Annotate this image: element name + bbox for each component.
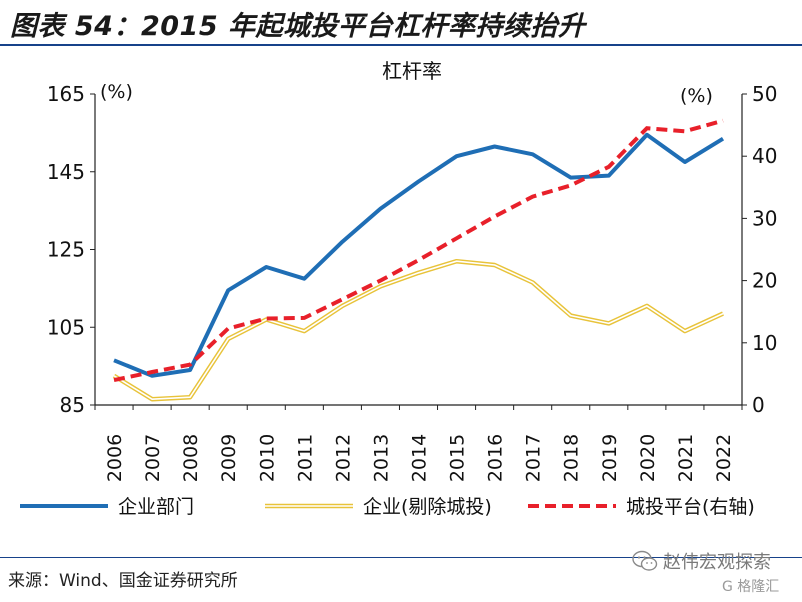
x-tick-label: 2010 [256,434,278,482]
x-tick-label: 2013 [370,434,392,482]
right-tick-label: 10 [752,331,777,355]
series-line-2 [113,118,724,383]
title-divider [0,44,802,46]
x-tick-label: 2018 [561,434,583,482]
chart-axes: 85 105 125 145 165 0 10 20 30 40 50 2006 2007 2008 200… [47,82,778,482]
right-tick-label: 30 [752,206,777,230]
figure-title: 图表 54：2015 年起城投平台杠杆率持续抬升 [10,11,586,42]
chart-legend: 企业部门 企业(剔除城投) 城投平台(右轴) [20,496,755,518]
watermark: 赵伟宏观探索 [632,548,771,574]
x-tick-label: 2008 [180,434,202,482]
left-tick-label: 85 [60,393,85,417]
x-tick-label: 2006 [104,434,126,482]
watermark-stamp: G 格隆汇 [722,579,780,595]
x-tick-label: 2020 [637,434,659,482]
x-tick-label: 2019 [599,434,621,482]
x-tick-label: 2022 [713,434,735,482]
left-tick-label: 105 [47,315,85,339]
leverage-chart: 杠杆率 (%) (%) 85 105 125 145 165 0 10 20 30 40 50 200… [20,59,778,518]
right-tick-label: 40 [752,144,777,168]
x-tick-label: 2017 [523,434,545,482]
x-tick-label: 2014 [409,434,431,482]
chart-series [112,118,725,402]
x-tick-label: 2007 [142,434,164,482]
left-tick-label: 125 [47,238,85,262]
legend-label-1: 企业(剔除城投) [363,496,492,518]
legend-label-2: 城投平台(右轴) [626,496,755,518]
chart-title: 杠杆率 [382,59,442,83]
left-axis-unit: (%) [100,81,133,103]
x-tick-label: 2011 [294,434,316,482]
x-tick-label: 2012 [332,434,354,482]
left-tick-label: 165 [47,82,85,106]
right-tick-label: 50 [752,82,777,106]
series-line-1 [112,258,724,402]
legend-label-0: 企业部门 [118,496,194,518]
watermark-name: 赵伟宏观探索 [663,552,771,573]
series-line-inner-1 [113,260,724,401]
left-tick-label: 145 [47,160,85,184]
wechat-icon [632,550,658,571]
x-tick-label: 2021 [675,434,697,482]
right-axis-unit: (%) [680,85,713,107]
source-divider [0,557,802,558]
source-note: 来源：Wind、国金证券研究所 [8,571,238,591]
series-line-0 [113,132,725,378]
x-tick-label: 2016 [485,434,507,482]
right-tick-label: 20 [752,269,777,293]
right-tick-label: 0 [752,393,765,417]
x-tick-label: 2015 [447,434,469,482]
x-tick-label: 2009 [218,434,240,482]
